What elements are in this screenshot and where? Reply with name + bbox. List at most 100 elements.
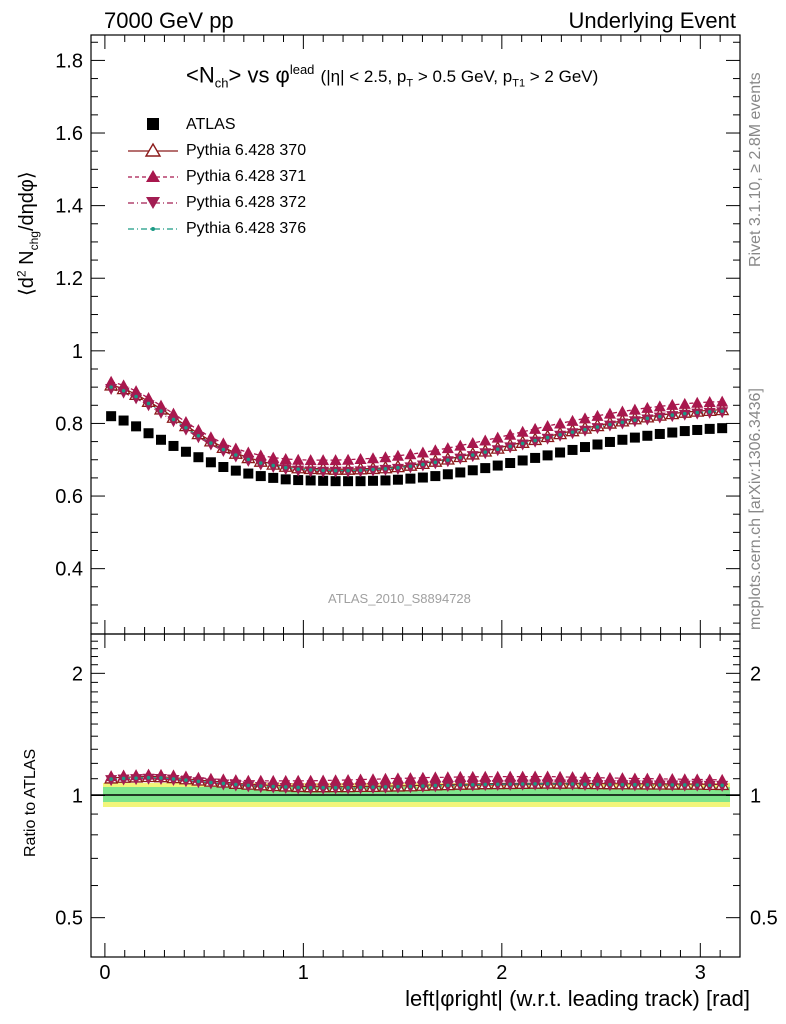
data-point-p371 xyxy=(254,449,267,461)
data-point-atlas xyxy=(280,474,291,485)
data-point-atlas xyxy=(243,468,254,479)
data-point-atlas xyxy=(567,444,578,455)
ratio-point-p371 xyxy=(504,770,517,782)
y-tick-label-ratio-right: 0.5 xyxy=(750,908,778,930)
data-point-p376 xyxy=(383,467,388,471)
data-point-p371 xyxy=(554,417,567,429)
ratio-point-p371 xyxy=(404,772,417,784)
x-tick-label: 3 xyxy=(695,962,706,984)
data-point-p376 xyxy=(171,417,176,422)
ratio-point-p376 xyxy=(221,781,226,786)
data-point-atlas xyxy=(555,447,566,458)
data-point-p376 xyxy=(421,462,425,467)
ratio-point-p371 xyxy=(441,771,454,783)
ratio-point-p376 xyxy=(321,785,325,790)
data-point-p376 xyxy=(520,441,525,446)
data-point-p371 xyxy=(117,379,130,391)
y-tick-label-ratio: 1 xyxy=(72,786,83,808)
data-point-p371 xyxy=(192,423,205,435)
ratio-point-p376 xyxy=(408,784,413,789)
ratio-point-p376 xyxy=(258,784,263,788)
data-point-p376 xyxy=(358,468,363,473)
ratio-point-p376 xyxy=(296,785,300,790)
y-tick-label-main: 0.6 xyxy=(55,486,83,508)
data-point-atlas xyxy=(480,463,491,474)
ratio-point-p371 xyxy=(516,770,529,782)
data-point-atlas xyxy=(293,475,304,486)
legend-label: Pythia 6.428 372 xyxy=(186,194,307,211)
rivet-label: Rivet 3.1.10, ≥ 2.8M events xyxy=(747,72,764,267)
data-point-atlas xyxy=(579,442,590,453)
data-point-atlas xyxy=(430,471,441,482)
ratio-point-p376 xyxy=(246,783,251,788)
legend-marker-p371 xyxy=(128,170,178,182)
ratio-point-p376 xyxy=(645,782,650,787)
data-point-p371 xyxy=(479,434,492,446)
legend-marker-p372 xyxy=(128,197,178,209)
data-point-p371 xyxy=(217,437,230,449)
ratio-point-p376 xyxy=(533,782,537,786)
ratio-point-p376 xyxy=(583,782,587,787)
data-point-p376 xyxy=(446,458,450,462)
data-point-p376 xyxy=(570,430,575,434)
data-point-atlas xyxy=(343,476,354,487)
data-point-p376 xyxy=(608,422,612,427)
data-point-atlas xyxy=(467,465,478,476)
data-point-atlas xyxy=(617,434,628,445)
ratio-point-p376 xyxy=(109,777,113,781)
data-point-p371 xyxy=(653,400,666,412)
data-point-p376 xyxy=(159,409,163,413)
data-point-p376 xyxy=(707,410,712,414)
data-point-p376 xyxy=(645,416,650,421)
data-point-p376 xyxy=(321,468,325,473)
data-point-p372 xyxy=(130,393,143,405)
data-point-atlas xyxy=(654,428,665,439)
data-point-atlas xyxy=(442,469,453,480)
data-point-p371 xyxy=(504,428,517,440)
ratio-point-p376 xyxy=(720,783,724,788)
data-point-atlas xyxy=(131,421,142,432)
data-point-atlas xyxy=(405,473,416,484)
x-tick-label: 2 xyxy=(496,962,507,984)
ratio-point-p376 xyxy=(545,781,550,786)
data-point-atlas xyxy=(230,465,241,476)
data-point-p376 xyxy=(633,418,637,422)
plot-title: <Nch> vs φlead (|η| < 2.5, pT > 0.5 GeV,… xyxy=(186,62,599,91)
data-point-p376 xyxy=(333,468,338,473)
data-point-p372 xyxy=(167,416,180,428)
ratio-point-p376 xyxy=(383,785,388,789)
data-point-p371 xyxy=(616,405,629,417)
data-point-p376 xyxy=(470,453,475,457)
data-point-p372 xyxy=(254,459,267,471)
data-point-p371 xyxy=(155,399,168,411)
ratio-point-p376 xyxy=(283,785,288,789)
data-point-p371 xyxy=(379,451,392,463)
ratio-point-p371 xyxy=(379,772,392,784)
data-point-atlas xyxy=(305,475,316,486)
legend-marker-atlas xyxy=(147,118,159,130)
ratio-point-p376 xyxy=(508,782,512,786)
data-point-p371 xyxy=(342,453,355,465)
data-point-atlas xyxy=(629,432,640,443)
data-point-atlas xyxy=(156,434,167,445)
data-point-atlas xyxy=(106,411,117,422)
y-tick-label-ratio-right: 2 xyxy=(750,663,761,685)
data-point-p371 xyxy=(454,439,467,451)
ratio-point-p376 xyxy=(171,777,176,781)
data-point-p372 xyxy=(229,451,242,463)
data-point-p371 xyxy=(466,437,479,449)
data-point-atlas xyxy=(218,462,229,473)
ratio-point-p376 xyxy=(695,783,700,787)
data-point-p372 xyxy=(242,455,255,467)
ratio-point-p376 xyxy=(595,782,600,787)
data-point-atlas xyxy=(168,440,179,451)
y-tick-label-main: 1.4 xyxy=(55,196,83,218)
data-point-atlas xyxy=(717,423,728,434)
ratio-point-p376 xyxy=(184,778,188,782)
y-tick-label-ratio: 0.5 xyxy=(55,908,83,930)
series-markers xyxy=(104,375,730,487)
ratio-point-p376 xyxy=(396,784,400,789)
ratio-point-p376 xyxy=(707,783,712,788)
data-point-p376 xyxy=(533,438,537,443)
